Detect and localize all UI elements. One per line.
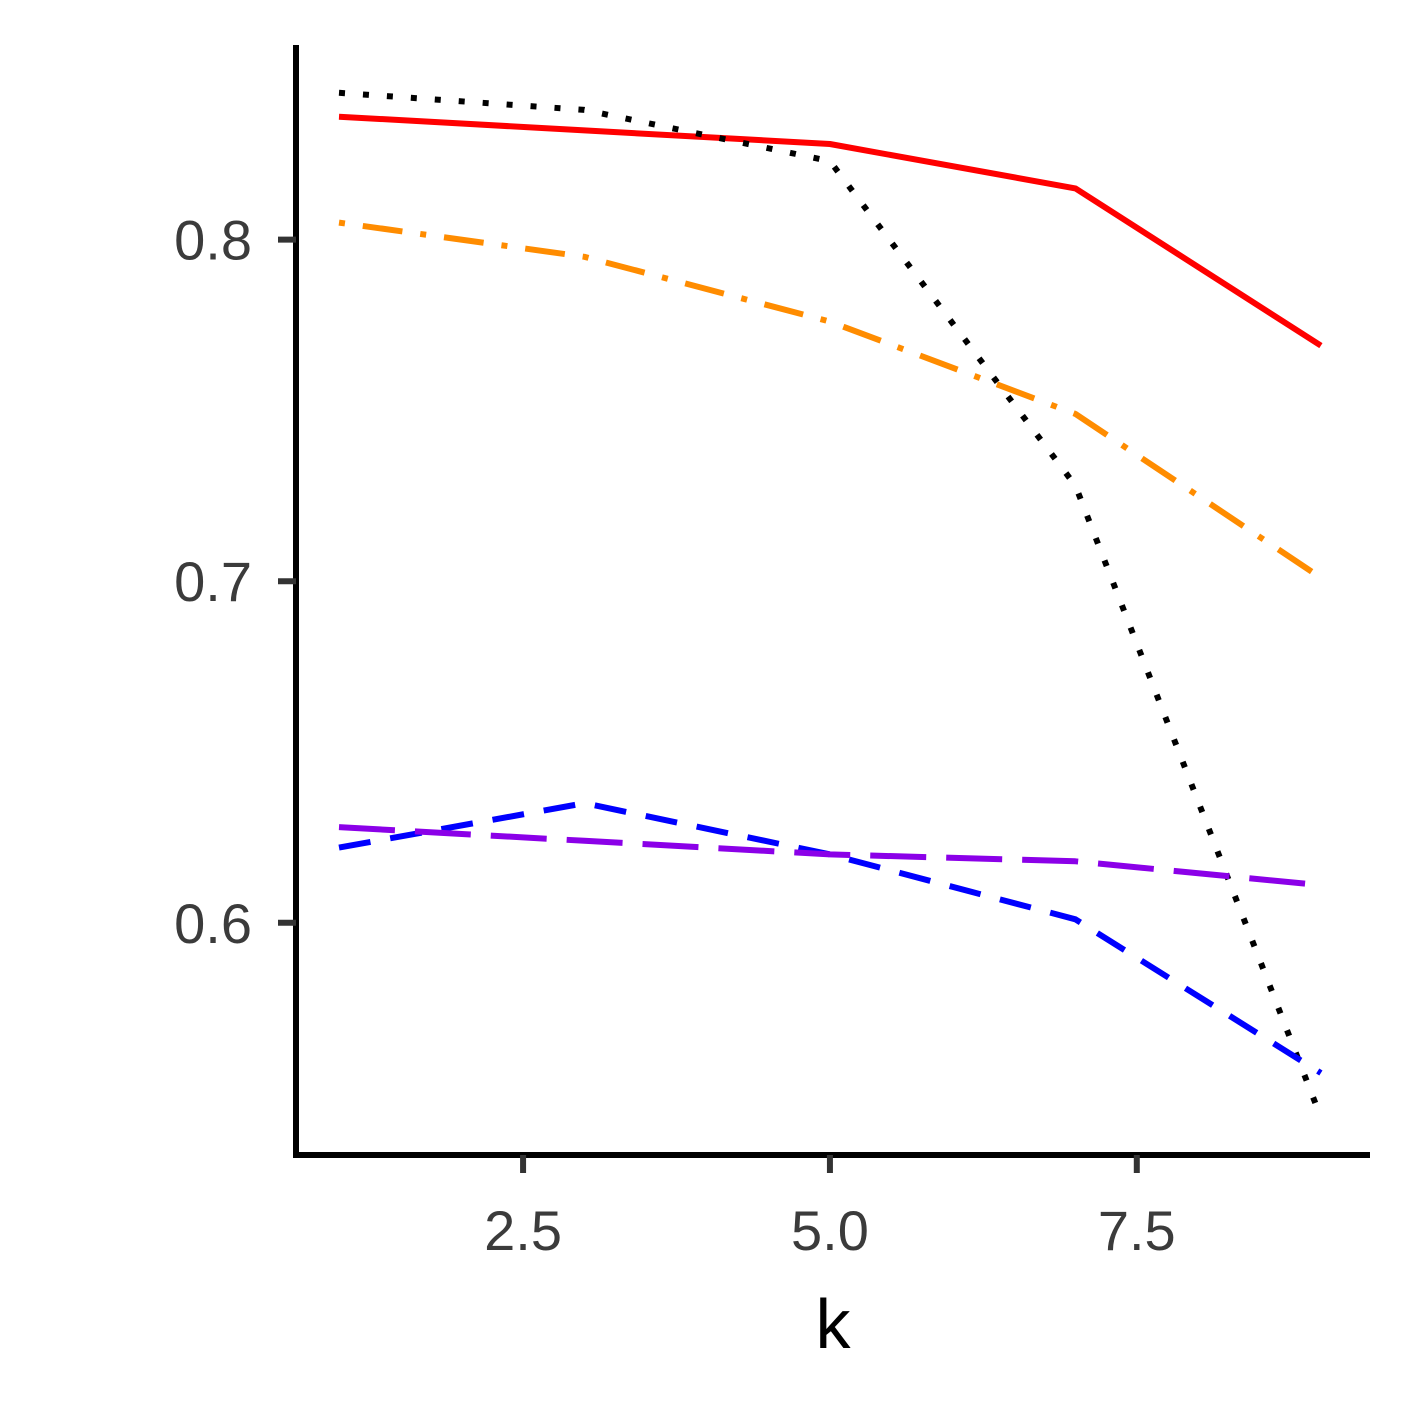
y-tick-label-1: 0.6	[174, 892, 252, 955]
axis-layer	[293, 45, 1370, 1158]
x-tick-label-3: 7.5	[1098, 1199, 1176, 1262]
series-line-2	[338, 89, 1324, 1119]
y-tick-label-2: 0.7	[174, 550, 252, 613]
y-tick-label-3: 0.8	[174, 209, 252, 272]
x-tick-label-1: 2.5	[484, 1199, 562, 1262]
x-tick-label-2: 5.0	[791, 1199, 869, 1262]
series-line-3	[338, 219, 1323, 581]
series-line-5	[338, 824, 1322, 889]
series-layer	[338, 89, 1324, 1119]
x-axis-title: k	[816, 1285, 852, 1363]
series-line-1	[338, 113, 1323, 349]
series-line-4	[338, 800, 1323, 1076]
tick-layer: 0.6 0.7 0.8 2.5 5.0 7.5	[174, 209, 1176, 1262]
